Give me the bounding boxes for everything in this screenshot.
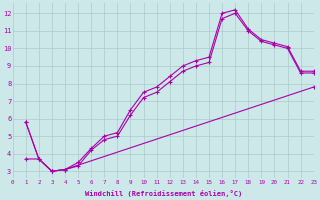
X-axis label: Windchill (Refroidissement éolien,°C): Windchill (Refroidissement éolien,°C) (84, 190, 242, 197)
